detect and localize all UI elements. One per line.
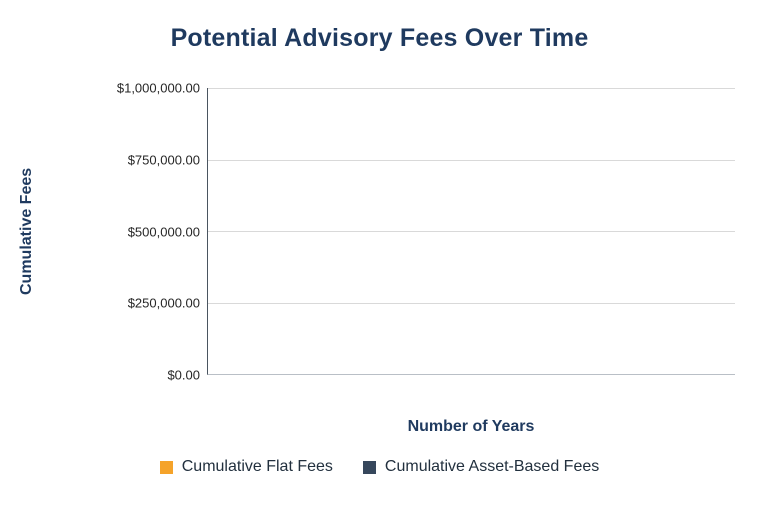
legend-label: Cumulative Flat Fees xyxy=(181,458,333,475)
legend-item: Cumulative Flat Fees xyxy=(159,458,333,476)
gridline xyxy=(208,302,735,304)
y-tick-label: $250,000.00 xyxy=(127,295,200,311)
legend-marker-icon xyxy=(362,460,376,474)
bars xyxy=(208,88,735,374)
plot-area xyxy=(207,88,735,375)
legend-marker-icon xyxy=(159,460,173,474)
y-tick-label: $500,000.00 xyxy=(127,224,200,239)
legend-label: Cumulative Asset-Based Fees xyxy=(384,458,600,475)
gridline xyxy=(208,159,735,161)
y-tick-labels: $1,000,000.00 $750,000.00 $500,000.00 $250,… xyxy=(60,81,200,383)
gridline xyxy=(208,231,735,232)
y-tick-label: $750,000.00 xyxy=(127,152,200,168)
x-axis-label: Number of Years xyxy=(407,418,535,435)
y-tick-label: $1,000,000.00 xyxy=(116,80,200,96)
gridlines xyxy=(208,88,735,374)
chart-title: Potential Advisory Fees Over Time xyxy=(170,24,589,52)
legend-item: Cumulative Asset-Based Fees xyxy=(362,458,600,476)
y-axis-label: Cumulative Fees xyxy=(18,167,35,296)
gridline xyxy=(208,88,735,89)
y-tick-label: $0.00 xyxy=(167,367,200,383)
legend: Cumulative Flat Fees Cumulative Asset-Bas… xyxy=(0,458,759,476)
